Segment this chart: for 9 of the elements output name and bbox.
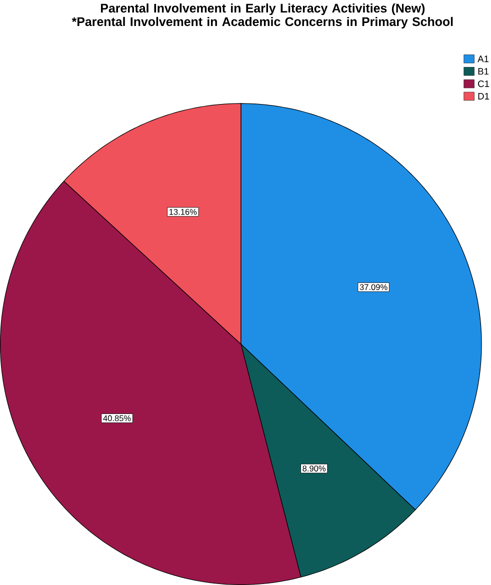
chart-title: Parental Involvement in Early Literacy Activities (New) *Parental Involvement in Academic Concerns in Primary School [72, 3, 453, 29]
data-label: 13.16% [170, 208, 197, 215]
data-label: 8.90% [302, 466, 326, 472]
legend-label: D1 [478, 93, 490, 100]
data-label: 40.85% [103, 415, 132, 422]
legend-label: A1 [478, 56, 489, 62]
data-label: 37.09% [360, 284, 388, 290]
legend-label: B1 [478, 68, 489, 75]
legend-label: C1 [478, 80, 490, 88]
